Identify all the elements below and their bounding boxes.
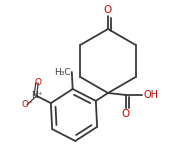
Text: H₃C: H₃C xyxy=(54,68,71,76)
Text: O⁻: O⁻ xyxy=(21,100,33,109)
Text: N⁺: N⁺ xyxy=(31,91,42,100)
Text: O: O xyxy=(35,78,42,87)
Text: O: O xyxy=(104,5,112,15)
Text: O: O xyxy=(122,109,130,119)
Text: OH: OH xyxy=(143,90,158,100)
